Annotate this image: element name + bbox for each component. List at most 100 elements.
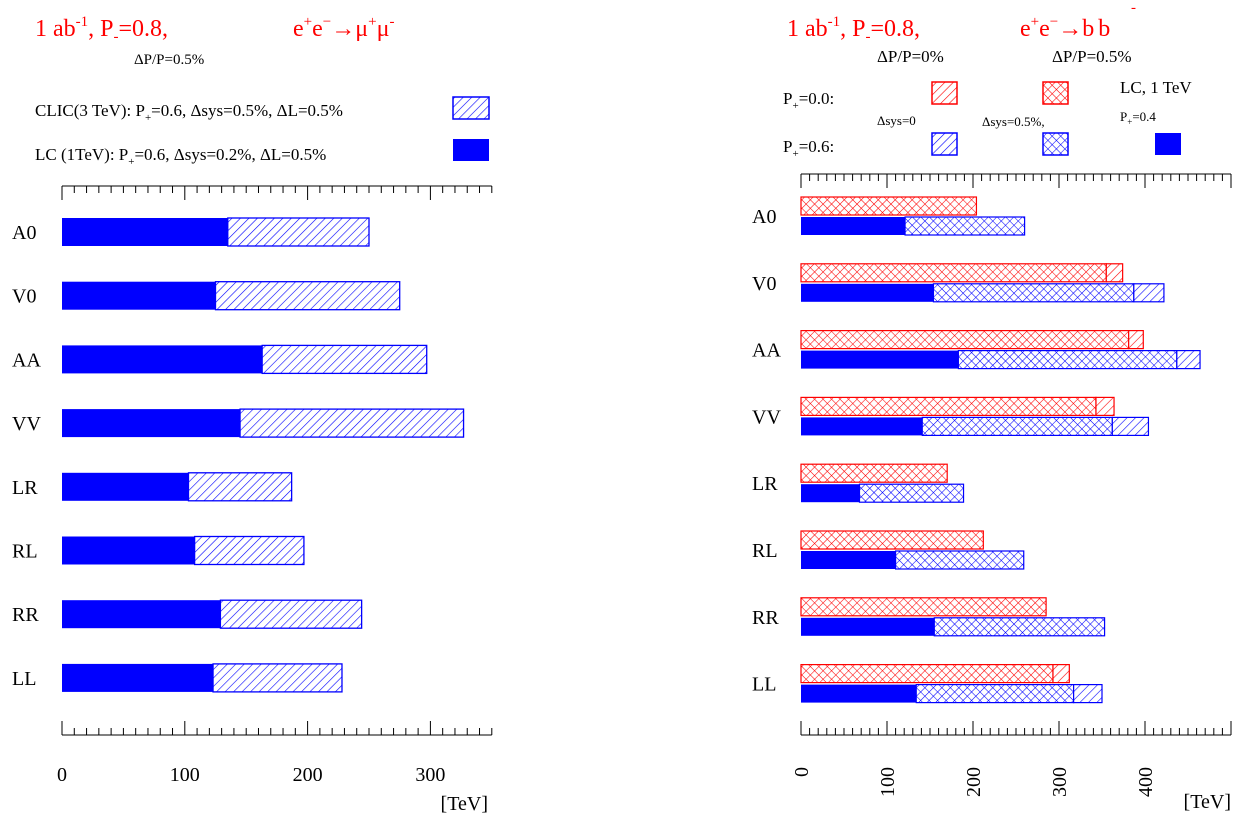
- right-header: 1 ab-1, P-=0.8, e+e−→b b - ΔP/P=0% ΔP/P=0…: [783, 0, 1192, 160]
- legend-sys5-label: Δsys=0.5%,: [982, 114, 1045, 129]
- bar-crosshatched-red: [800, 463, 948, 483]
- bar-crosshatched-red: [800, 663, 1054, 684]
- bar-crosshatched-blue: [894, 550, 1025, 570]
- bar-solid-blue: [62, 345, 263, 374]
- legend-red-cross-swatch: [1042, 81, 1069, 105]
- bar-solid-blue: [801, 217, 906, 235]
- right-chart: 0 100 200 300 400 A0 V0 AA VV LR RL RR LL: [752, 173, 1232, 797]
- bar-hatched-blue: [261, 344, 428, 375]
- x-tick-label: 100: [170, 764, 200, 786]
- category-label: A0: [752, 206, 776, 228]
- category-label: VV: [12, 413, 41, 435]
- bar-hatched-blue: [219, 599, 363, 629]
- category-label: LL: [752, 674, 776, 696]
- x-tick-label: 300: [1049, 767, 1071, 797]
- bar-hatched-red: [1128, 330, 1144, 350]
- category-label: VV: [752, 406, 781, 428]
- bar-solid-blue: [801, 684, 917, 703]
- bar-crosshatched-blue: [932, 283, 1135, 303]
- left-header: 1 ab-1, P-=0.8, e+e−→μ+μ- ΔP/P=0.5% CLIC…: [35, 14, 490, 168]
- bar-crosshatched-red: [800, 330, 1130, 350]
- bar-hatched-blue: [1111, 416, 1150, 436]
- left-unit-label: [TeV]: [441, 793, 488, 815]
- legend-clic-label: CLIC(3 TeV): P+=0.6, Δsys=0.5%, ΔL=0.5%: [35, 101, 343, 124]
- category-label: RL: [12, 541, 38, 563]
- left-dpp-label: ΔP/P=0.5%: [134, 52, 204, 68]
- bar-hatched-blue: [212, 663, 343, 693]
- legend-blue-hatch-swatch: [931, 132, 958, 156]
- category-label: AA: [752, 340, 781, 362]
- bar-hatched-red: [1052, 663, 1070, 684]
- bar-solid-blue: [801, 484, 860, 503]
- bar-crosshatched-blue: [915, 683, 1075, 704]
- bar-crosshatched-blue: [921, 416, 1113, 436]
- right-title-bbar: -: [1131, 0, 1136, 16]
- bar-hatched-blue: [227, 217, 370, 247]
- legend-lc-solid-swatch: [1155, 133, 1181, 155]
- bar-solid-blue: [801, 283, 934, 302]
- bar-solid-blue: [62, 472, 189, 501]
- legend-red-hatch-swatch: [931, 81, 958, 105]
- right-title-process: e+e−→b b: [1020, 14, 1110, 42]
- category-label: A0: [12, 222, 36, 244]
- bar-solid-blue: [801, 617, 935, 636]
- x-tick-label: 400: [1135, 767, 1157, 797]
- bar-crosshatched-blue: [933, 617, 1106, 637]
- bar-hatched-blue: [193, 535, 305, 566]
- category-label: V0: [12, 286, 36, 308]
- legend-p0-label: P+=0.0:: [783, 89, 834, 112]
- bar-solid-blue: [801, 551, 896, 569]
- bar-crosshatched-red: [800, 597, 1047, 617]
- bar-hatched-blue: [239, 408, 465, 438]
- right-unit-label: [TeV]: [1184, 791, 1231, 813]
- bar-hatched-blue: [1176, 350, 1201, 370]
- category-label: RR: [752, 607, 779, 629]
- bar-solid-blue: [801, 417, 923, 436]
- bar-crosshatched-blue: [904, 216, 1026, 236]
- bar-solid-blue: [62, 663, 214, 692]
- legend-lc1-label: LC, 1 TeV: [1120, 78, 1192, 97]
- bar-crosshatched-red: [800, 396, 1097, 416]
- category-label: RR: [12, 604, 39, 626]
- category-label: LR: [752, 473, 778, 495]
- right-dpp5-label: ΔP/P=0.5%: [1052, 47, 1132, 66]
- bar-crosshatched-red: [800, 530, 984, 550]
- x-tick-label: 0: [57, 764, 67, 786]
- bar-hatched-blue: [1073, 683, 1103, 704]
- x-tick-label: 300: [415, 764, 445, 786]
- legend-lc-swatch: [453, 139, 489, 161]
- bar-hatched-blue: [214, 281, 401, 311]
- left-title-lumi: 1 ab-1, P-=0.8,: [35, 14, 168, 45]
- legend-sys0-label: Δsys=0: [877, 113, 916, 128]
- left-chart: 0 100 200 300 A0 V0 AA VV LR RL RR LL: [12, 185, 493, 786]
- bar-crosshatched-red: [800, 196, 978, 216]
- bar-hatched-blue: [187, 472, 293, 502]
- category-label: RL: [752, 540, 778, 562]
- bar-hatched-red: [1105, 263, 1124, 283]
- x-tick-label: 100: [877, 767, 899, 797]
- bar-solid-blue: [62, 218, 228, 246]
- legend-p6-label: P+=0.6:: [783, 137, 834, 160]
- category-label: AA: [12, 349, 41, 371]
- left-title-process: e+e−→μ+μ-: [293, 14, 394, 42]
- category-label: LR: [12, 477, 38, 499]
- bar-solid-blue: [62, 600, 221, 629]
- legend-clic-swatch: [452, 96, 490, 120]
- legend-blue-cross-swatch: [1042, 132, 1069, 156]
- legend-lc-label: LC (1TeV): P+=0.6, Δsys=0.2%, ΔL=0.5%: [35, 145, 326, 168]
- bar-crosshatched-red: [800, 263, 1107, 283]
- bar-solid-blue: [62, 409, 241, 438]
- right-title-lumi: 1 ab-1, P-=0.8,: [787, 14, 920, 45]
- bar-hatched-blue: [1133, 283, 1165, 303]
- bar-solid-blue: [801, 350, 959, 369]
- legend-lc-pol-label: P+=0.4: [1120, 109, 1156, 127]
- x-tick-label: 200: [963, 767, 985, 797]
- bar-solid-blue: [62, 281, 216, 310]
- bar-solid-blue: [62, 536, 195, 565]
- category-label: LL: [12, 668, 36, 690]
- bar-crosshatched-blue: [858, 483, 965, 503]
- x-tick-label: 0: [791, 767, 813, 777]
- category-label: V0: [752, 273, 776, 295]
- bar-hatched-red: [1095, 396, 1115, 416]
